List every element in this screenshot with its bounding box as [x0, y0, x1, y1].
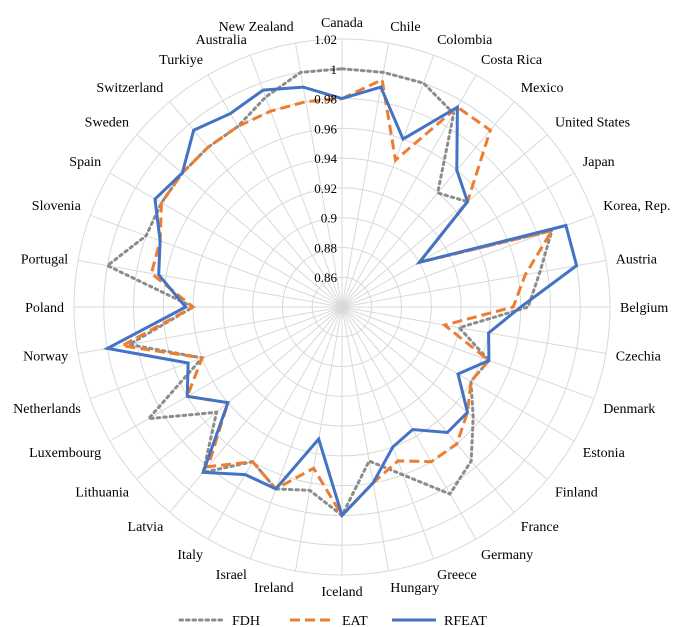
legend: FDH EAT RFEAT — [178, 614, 487, 627]
category-label: Italy — [177, 548, 203, 563]
grid-spoke — [341, 306, 607, 355]
grid-spoke — [109, 306, 343, 442]
grid-spoke — [249, 54, 343, 308]
category-label: Portugal — [21, 253, 69, 268]
grid-spoke — [207, 306, 343, 540]
grid-spoke — [89, 214, 343, 308]
category-label: Costa Rica — [481, 53, 543, 68]
category-label: Canada — [321, 16, 364, 31]
category-label: Lithuania — [75, 486, 129, 501]
legend-label-eat: EAT — [342, 614, 368, 627]
category-label: Latvia — [128, 520, 165, 535]
category-label: Czechia — [616, 349, 662, 364]
category-label: Poland — [25, 301, 64, 316]
category-label: Sweden — [85, 115, 129, 130]
category-label: Luxembourg — [29, 446, 101, 461]
grid-spoke — [341, 306, 477, 540]
r-tick-label: 0.94 — [314, 151, 337, 166]
category-label: Spain — [69, 155, 101, 170]
grid-spoke — [169, 101, 343, 308]
category-label: New Zealand — [219, 20, 294, 35]
grid-spoke — [341, 306, 515, 513]
grid-spoke — [341, 259, 607, 308]
r-tick-label: 0.86 — [314, 270, 337, 285]
category-label: France — [521, 520, 559, 535]
category-label: Denmark — [603, 402, 655, 417]
grid-spoke — [249, 306, 343, 560]
grid-spoke — [341, 101, 515, 308]
category-label: Norway — [23, 349, 68, 364]
grid-spoke — [341, 54, 435, 308]
r-tick-label: 1.02 — [314, 32, 337, 47]
grid-spoke — [109, 172, 343, 308]
category-label: Netherlands — [13, 402, 81, 417]
series-layer — [102, 67, 579, 519]
grid-spoke — [89, 306, 343, 400]
r-tick-label: 0.88 — [314, 240, 337, 255]
category-label: Israel — [216, 568, 247, 583]
series-rfeat-line — [102, 85, 579, 519]
grid-spoke — [136, 134, 343, 308]
category-label: Finland — [555, 486, 598, 501]
r-tick-label: 0.92 — [314, 181, 337, 196]
grid-spoke — [341, 134, 548, 308]
category-label: Korea, Rep. — [603, 199, 670, 214]
radar-grid — [73, 38, 611, 576]
category-label: Australia — [196, 33, 248, 48]
category-label: Chile — [390, 20, 420, 35]
category-label: Hungary — [390, 581, 439, 596]
grid-spoke — [341, 306, 595, 400]
r-tick-label: 0.96 — [314, 121, 337, 136]
grid-spoke — [77, 306, 343, 355]
grid-spoke — [77, 259, 343, 308]
grid-spoke — [341, 306, 435, 560]
grid-spoke — [341, 306, 390, 572]
radial-tick-labels: 0.86 0.88 0.9 0.92 0.94 0.96 0.98 1 1.02 — [314, 32, 337, 285]
legend-label-fdh: FDH — [232, 614, 260, 627]
category-label: Colombia — [437, 33, 493, 48]
r-tick-label: 1 — [331, 62, 338, 77]
grid-spoke — [136, 306, 343, 480]
grid-spoke — [341, 306, 548, 480]
grid-spoke — [169, 306, 343, 513]
category-label: Estonia — [583, 446, 626, 461]
category-label: Austria — [616, 253, 658, 268]
category-label: Ireland — [254, 581, 294, 596]
category-label: Belgium — [620, 301, 668, 316]
grid-spoke — [341, 172, 575, 308]
category-label: Japan — [583, 155, 615, 170]
legend-label-rfeat: RFEAT — [444, 614, 487, 627]
category-label: Greece — [437, 568, 477, 583]
category-label: Iceland — [321, 585, 362, 600]
r-tick-label: 0.9 — [321, 211, 337, 226]
category-label: Switzerland — [96, 81, 163, 96]
category-label: Mexico — [521, 81, 564, 96]
category-label: United States — [555, 115, 630, 130]
category-label: Slovenia — [32, 199, 82, 214]
category-label: Germany — [481, 548, 533, 563]
category-label: Turkiye — [159, 53, 203, 68]
r-tick-label: 0.98 — [314, 92, 337, 107]
category-labels: Canada Chile Colombia Costa Rica Mexico Unite… — [13, 16, 670, 600]
